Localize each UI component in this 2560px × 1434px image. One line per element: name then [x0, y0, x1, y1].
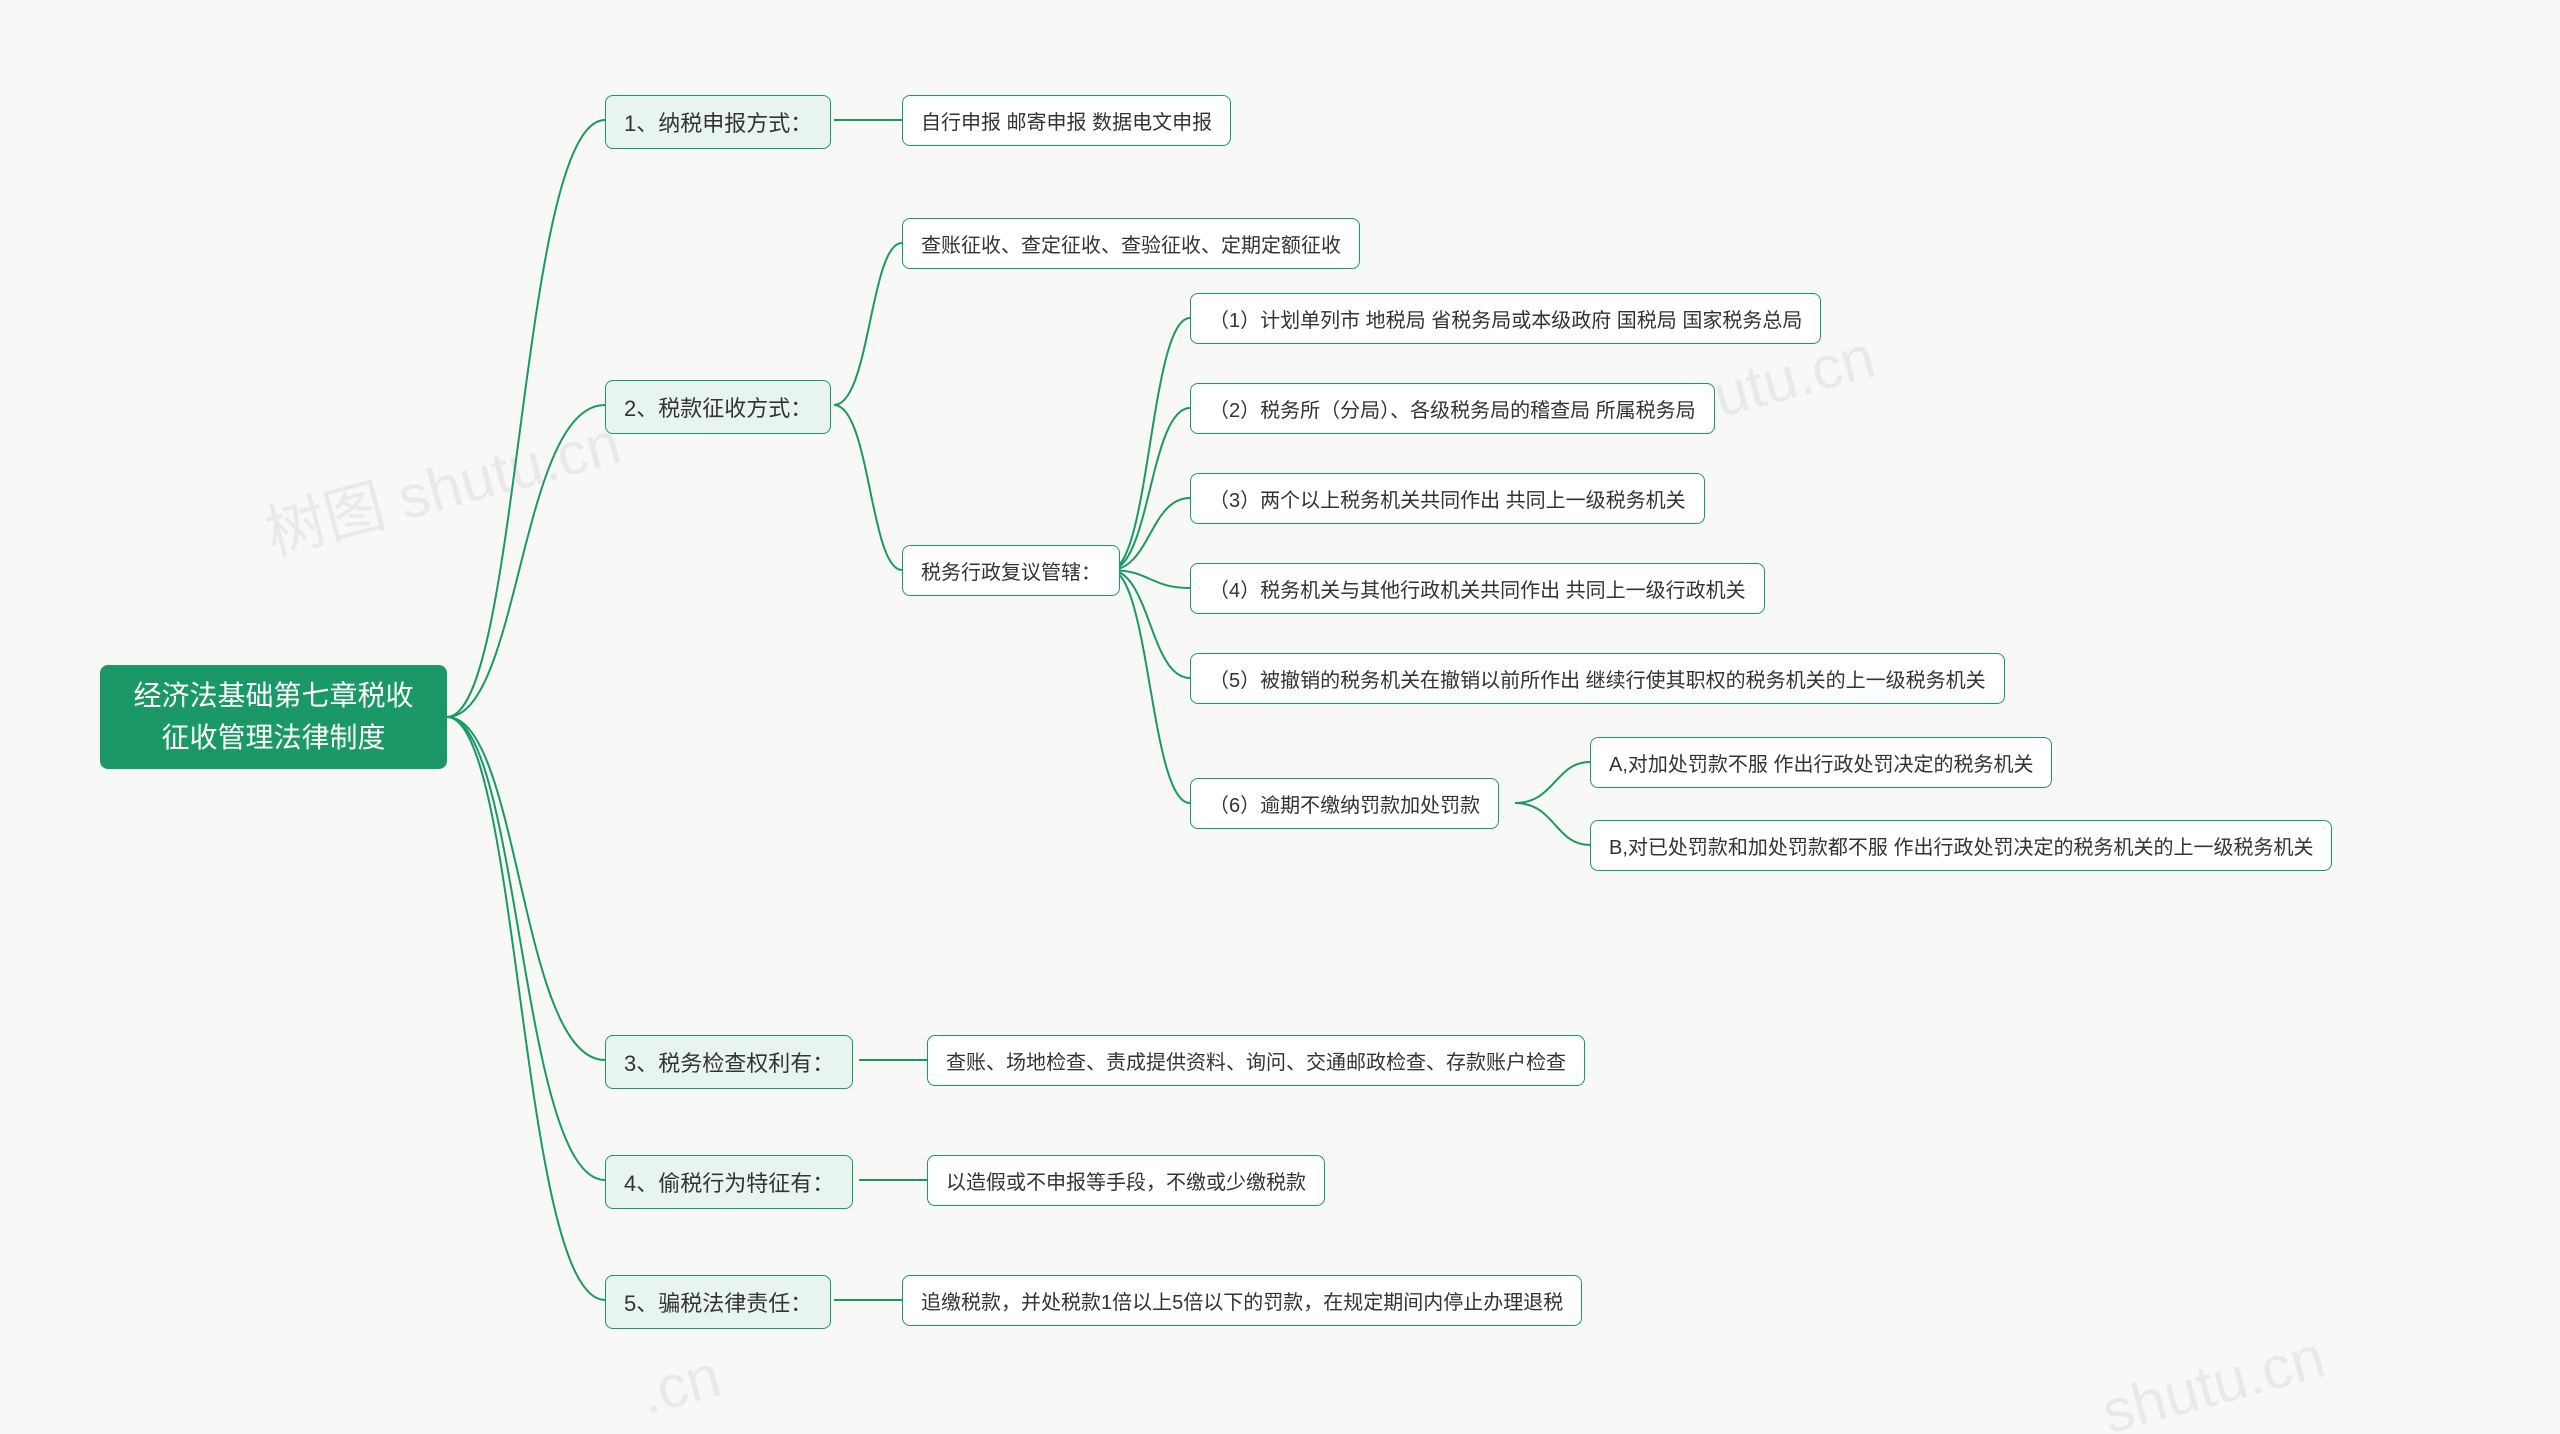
branch-3-leaf: 查账、场地检查、责成提供资料、询问、交通邮政检查、存款账户检查	[927, 1035, 1585, 1086]
branch-3-label: 3、税务检查权利有：	[624, 1046, 834, 1078]
branch-3: 3、税务检查权利有：	[605, 1035, 853, 1089]
branch-3-leaf-text: 查账、场地检查、责成提供资料、询问、交通邮政检查、存款账户检查	[946, 1046, 1566, 1075]
branch-2-leaf-a-text: 查账征收、查定征收、查验征收、定期定额征收	[921, 229, 1341, 258]
branch-5-leaf: 追缴税款，并处税款1倍以上5倍以下的罚款，在规定期间内停止办理退税	[902, 1275, 1582, 1326]
root-node: 经济法基础第七章税收征收管理法律制度	[100, 665, 447, 769]
branch-5: 5、骗税法律责任：	[605, 1275, 831, 1329]
watermark: .cn	[632, 1341, 727, 1428]
branch-2-leaf-a: 查账征收、查定征收、查验征收、定期定额征收	[902, 218, 1360, 269]
branch-2-item-4: （4）税务机关与其他行政机关共同作出 共同上一级行政机关	[1190, 563, 1765, 614]
watermark: shutu.cn	[2095, 1322, 2332, 1434]
branch-2-item-6-text: （6）逾期不缴纳罚款加处罚款	[1209, 789, 1480, 818]
watermark: 树图 shutu.cn	[255, 394, 629, 572]
branch-1-leaf: 自行申报 邮寄申报 数据电文申报	[902, 95, 1231, 146]
branch-4-label: 4、偷税行为特征有：	[624, 1166, 834, 1198]
branch-4-leaf-text: 以造假或不申报等手段，不缴或少缴税款	[946, 1166, 1306, 1195]
branch-2-item-6: （6）逾期不缴纳罚款加处罚款	[1190, 778, 1499, 829]
branch-2-item-1: （1）计划单列市 地税局 省税务局或本级政府 国税局 国家税务总局	[1190, 293, 1821, 344]
branch-1-label: 1、纳税申报方式：	[624, 106, 812, 138]
branch-2-item-6b-text: B,对已处罚款和加处罚款都不服 作出行政处罚决定的税务机关的上一级税务机关	[1609, 831, 2313, 860]
branch-2-label: 2、税款征收方式：	[624, 391, 812, 423]
branch-5-label: 5、骗税法律责任：	[624, 1286, 812, 1318]
branch-1: 1、纳税申报方式：	[605, 95, 831, 149]
branch-2-item-2: （2）税务所（分局）、各级税务局的稽查局 所属税务局	[1190, 383, 1715, 434]
branch-2-item-2-text: （2）税务所（分局）、各级税务局的稽查局 所属税务局	[1209, 394, 1696, 423]
branch-1-leaf-text: 自行申报 邮寄申报 数据电文申报	[921, 106, 1212, 135]
branch-2-item-3: （3）两个以上税务机关共同作出 共同上一级税务机关	[1190, 473, 1705, 524]
branch-2-sub: 税务行政复议管辖：	[902, 545, 1120, 596]
branch-2-item-6a: A,对加处罚款不服 作出行政处罚决定的税务机关	[1590, 737, 2052, 788]
branch-2-item-6a-text: A,对加处罚款不服 作出行政处罚决定的税务机关	[1609, 748, 2033, 777]
branch-5-leaf-text: 追缴税款，并处税款1倍以上5倍以下的罚款，在规定期间内停止办理退税	[921, 1286, 1563, 1315]
branch-2-sub-label: 税务行政复议管辖：	[921, 556, 1101, 585]
branch-4-leaf: 以造假或不申报等手段，不缴或少缴税款	[927, 1155, 1325, 1206]
branch-2: 2、税款征收方式：	[605, 380, 831, 434]
branch-4: 4、偷税行为特征有：	[605, 1155, 853, 1209]
branch-2-item-6b: B,对已处罚款和加处罚款都不服 作出行政处罚决定的税务机关的上一级税务机关	[1590, 820, 2332, 871]
branch-2-item-4-text: （4）税务机关与其他行政机关共同作出 共同上一级行政机关	[1209, 574, 1746, 603]
branch-2-item-1-text: （1）计划单列市 地税局 省税务局或本级政府 国税局 国家税务总局	[1209, 304, 1802, 333]
branch-2-item-3-text: （3）两个以上税务机关共同作出 共同上一级税务机关	[1209, 484, 1686, 513]
branch-2-item-5: （5）被撤销的税务机关在撤销以前所作出 继续行使其职权的税务机关的上一级税务机关	[1190, 653, 2005, 704]
branch-2-item-5-text: （5）被撤销的税务机关在撤销以前所作出 继续行使其职权的税务机关的上一级税务机关	[1209, 664, 1986, 693]
root-label: 经济法基础第七章税收征收管理法律制度	[124, 675, 423, 759]
